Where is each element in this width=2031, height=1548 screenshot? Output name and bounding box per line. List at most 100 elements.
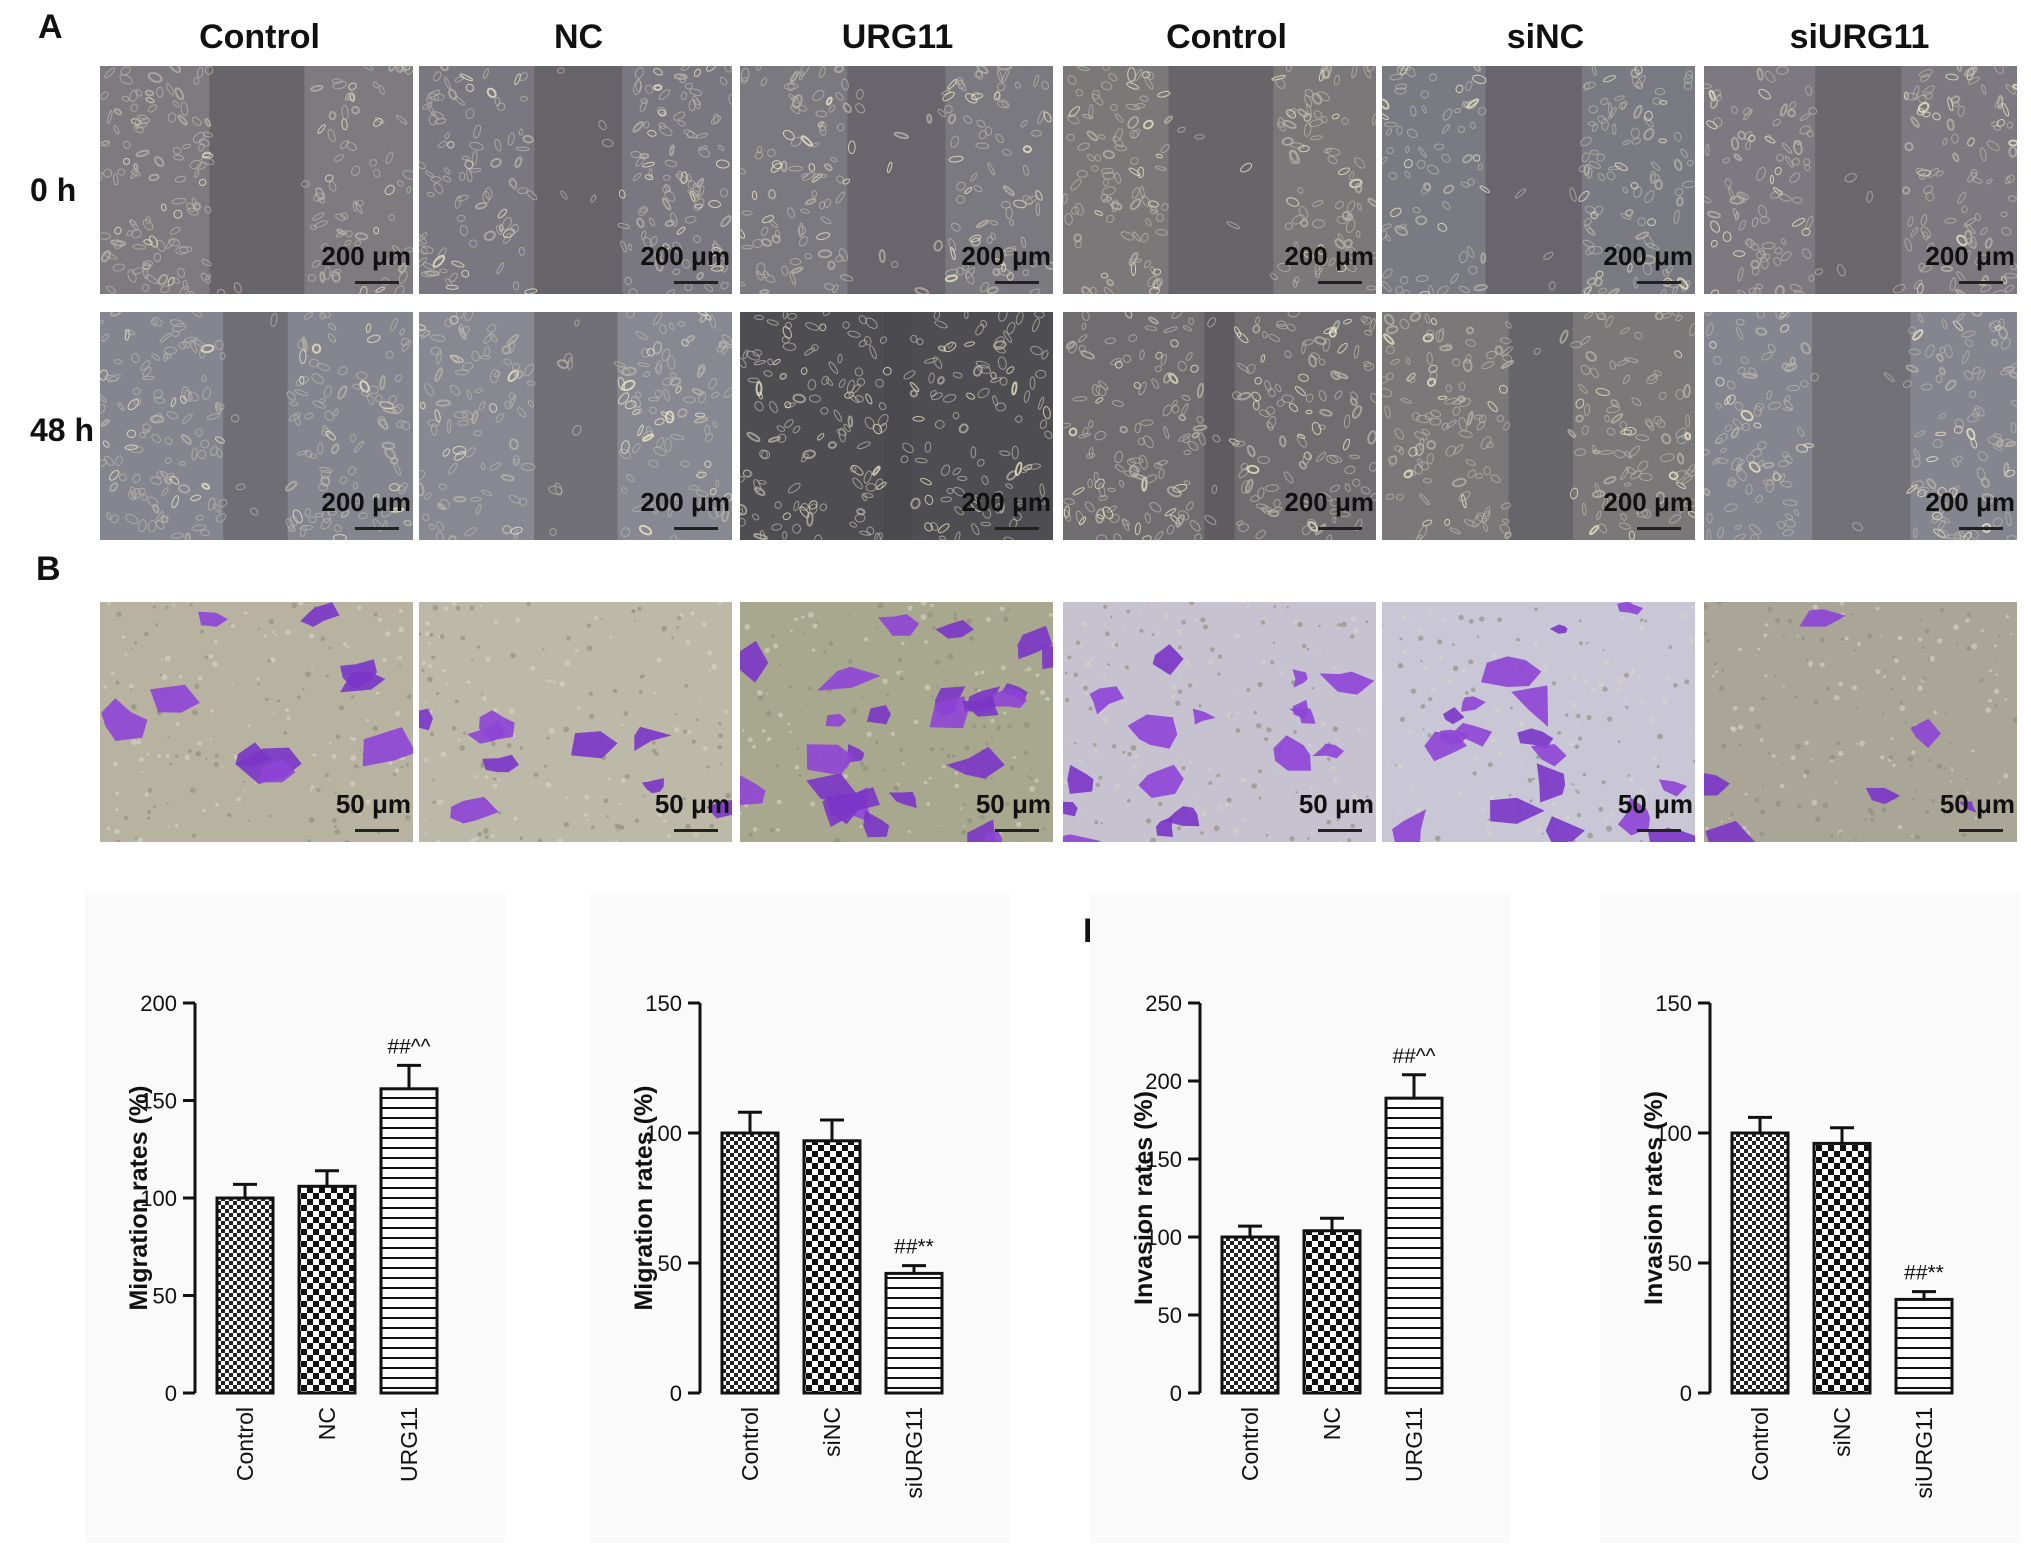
bar-Control [215, 1196, 275, 1395]
panel-label-a: A [38, 8, 63, 46]
y-axis-label: Migration rates (%) [125, 1085, 153, 1310]
bar-siNC [1812, 1141, 1872, 1395]
significance-label: ##** [894, 1236, 934, 1259]
scale-bar [1959, 281, 2003, 284]
wound-healing-image: 200 μm [1704, 312, 2017, 540]
x-tick-label: Control [1237, 1407, 1263, 1481]
panel-label-b: B [36, 550, 61, 588]
y-tick-label: 50 [1158, 1303, 1182, 1328]
scale-bar [355, 829, 399, 832]
scale-bar [995, 527, 1039, 530]
scale-bar-label: 50 μm [335, 789, 411, 819]
column-title-siurg11: siURG11 [1789, 18, 1930, 56]
bar-siURG11 [1894, 1297, 1954, 1395]
x-tick-label: siURG11 [901, 1407, 927, 1499]
scale-bar-label: 50 μm [1939, 789, 2015, 819]
scale-bar-label: 50 μm [1617, 789, 1693, 819]
y-tick-label: 100 [1655, 1121, 1692, 1146]
x-tick-label: Control [232, 1407, 258, 1481]
wound-healing-image: 200 μm [419, 66, 732, 294]
wound-healing-image: 200 μm [1382, 66, 1695, 294]
y-tick-label: 50 [1668, 1251, 1692, 1276]
x-tick-label: Control [737, 1407, 763, 1481]
column-title-control-2: Control [1166, 18, 1287, 56]
scale-bar [1318, 527, 1362, 530]
transwell-image: 50 μm [1063, 602, 1376, 842]
wound-healing-image: 200 μm [1063, 66, 1376, 294]
scale-bar-label: 200 μm [1603, 487, 1693, 517]
x-tick-label: NC [1319, 1407, 1345, 1440]
chart-svg: 0 50 100 150 200 250 Invasion rates (%) Control… [1130, 991, 1444, 1482]
transwell-image: 50 μm [1704, 602, 2017, 842]
scale-bar [1637, 829, 1681, 832]
wound-healing-image: 200 μm [1063, 312, 1376, 540]
transwell-image: 50 μm [740, 602, 1053, 842]
bar-NC [1302, 1229, 1362, 1395]
scale-bar [674, 281, 718, 284]
scale-bar-label: 50 μm [1298, 789, 1374, 819]
scale-bar [674, 829, 718, 832]
scale-bar [355, 281, 399, 284]
y-axis-label: Invasion rates (%) [1130, 1091, 1158, 1305]
bar-Control [1730, 1131, 1790, 1395]
scale-bar-label: 200 μm [1603, 241, 1693, 271]
scale-bar [1318, 281, 1362, 284]
column-title-nc: NC [553, 18, 604, 56]
scale-bar-label: 200 μm [321, 241, 411, 271]
y-tick-label: 150 [1145, 1147, 1182, 1172]
wound-healing-image: 200 μm [740, 312, 1053, 540]
scale-bar [355, 527, 399, 530]
y-tick-label: 100 [1145, 1225, 1182, 1250]
row-label-0h: 0 h [30, 172, 77, 208]
y-tick-label: 100 [645, 1121, 682, 1146]
scale-bar [1959, 527, 2003, 530]
chart-invasion-overexpression: 0 50 100 150 200 250 Invasion rates (%) Control… [1090, 893, 1510, 1543]
y-axis-label: Migration rates (%) [630, 1085, 658, 1310]
scale-bar-label: 200 μm [961, 487, 1051, 517]
bar-URG11 [1384, 1096, 1444, 1395]
wound-healing-image: 200 μm [100, 312, 413, 540]
scale-bar [1637, 527, 1681, 530]
scale-bar [674, 527, 718, 530]
scale-bar-label: 200 μm [640, 241, 730, 271]
y-tick-label: 50 [658, 1251, 682, 1276]
bar-siNC [802, 1139, 862, 1395]
y-tick-label: 0 [670, 1381, 682, 1406]
chart-svg: 0 50 100 150 200 Migration rates (%) Control NC… [125, 991, 439, 1482]
transwell-image: 50 μm [419, 602, 732, 842]
column-title-urg11: URG11 [841, 18, 954, 56]
chart-invasion-knockdown: 0 50 100 150 Invasion rates (%) Control siNC ##… [1600, 893, 2020, 1543]
y-tick-label: 250 [1145, 991, 1182, 1016]
chart-svg: 0 50 100 150 Invasion rates (%) Control siNC ##… [1640, 991, 1954, 1499]
bar-Control [720, 1131, 780, 1395]
wound-healing-image: 200 μm [1382, 312, 1695, 540]
x-tick-label: siNC [819, 1407, 845, 1457]
column-title-control: Control [199, 18, 320, 56]
scale-bar [1318, 829, 1362, 832]
y-tick-label: 200 [1145, 1069, 1182, 1094]
scale-bar-label: 200 μm [321, 487, 411, 517]
y-tick-label: 0 [1680, 1381, 1692, 1406]
column-title-sinc: siNC [1506, 18, 1585, 56]
bar-URG11 [379, 1087, 439, 1395]
bar-NC [297, 1184, 357, 1395]
y-tick-label: 100 [140, 1186, 177, 1211]
scale-bar [1959, 829, 2003, 832]
wound-healing-image: 200 μm [419, 312, 732, 540]
wound-healing-image: 200 μm [1704, 66, 2017, 294]
x-tick-label: URG11 [1401, 1407, 1427, 1482]
scale-bar-label: 200 μm [1925, 241, 2015, 271]
row-label-48h: 48 h [30, 412, 95, 448]
x-tick-label: siNC [1829, 1407, 1855, 1457]
y-axis-label: Invasion rates (%) [1640, 1091, 1668, 1305]
significance-label: ##** [1904, 1262, 1944, 1285]
scale-bar-label: 200 μm [1284, 487, 1374, 517]
y-tick-label: 200 [140, 991, 177, 1016]
transwell-image: 50 μm [100, 602, 413, 842]
scale-bar-label: 200 μm [1925, 487, 2015, 517]
scale-bar [1637, 281, 1681, 284]
y-tick-label: 150 [1655, 991, 1692, 1016]
chart-svg: 0 50 100 150 Migration rates (%) Control siNC #… [630, 991, 944, 1499]
bar-Control [1220, 1235, 1280, 1395]
x-tick-label: siURG11 [1911, 1407, 1937, 1499]
